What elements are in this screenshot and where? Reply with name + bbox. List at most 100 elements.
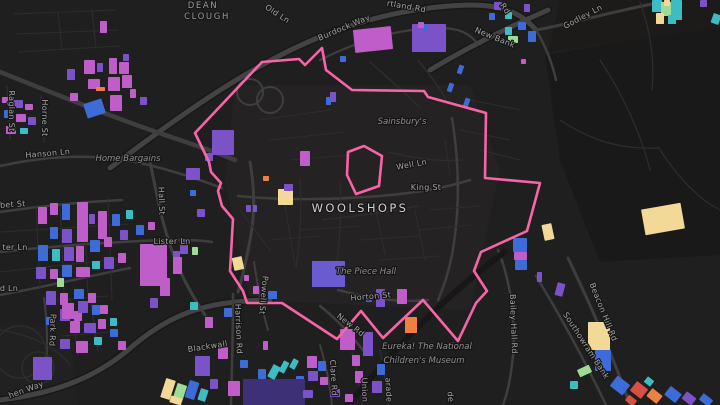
building-footprint xyxy=(377,364,385,375)
building-footprint xyxy=(258,369,266,379)
building-footprint xyxy=(173,257,182,274)
road-line xyxy=(284,204,296,266)
building-footprint xyxy=(76,341,88,353)
road-line xyxy=(259,109,331,121)
building-footprint xyxy=(352,355,360,366)
building-footprint xyxy=(244,275,249,281)
building-footprint xyxy=(62,204,70,220)
building-footprint xyxy=(4,110,12,118)
building-footprint xyxy=(74,289,84,299)
railway-line xyxy=(345,249,508,405)
building-footprint xyxy=(528,31,536,42)
building-footprint xyxy=(126,210,133,219)
building-footprint xyxy=(610,375,630,396)
building-footprint xyxy=(195,356,210,376)
building-footprint xyxy=(192,247,198,255)
building-footprint xyxy=(340,56,346,62)
building-footprint xyxy=(118,253,126,263)
building-footprint xyxy=(664,0,670,6)
area-label: WOOLSHOPS xyxy=(312,201,409,215)
building-footprint xyxy=(646,388,663,404)
building-footprint xyxy=(104,257,114,269)
building-footprint xyxy=(96,87,105,91)
poi-label: The Piece Hall xyxy=(336,267,397,277)
building-footprint xyxy=(405,317,417,333)
building-footprint xyxy=(6,126,16,134)
building-footprint xyxy=(308,371,318,381)
road-line xyxy=(321,205,419,221)
building-footprint xyxy=(25,104,33,110)
building-footprint xyxy=(320,377,328,385)
building-footprint xyxy=(100,305,108,314)
building-footprint xyxy=(88,293,96,303)
building-footprint xyxy=(303,390,313,398)
building-footprint xyxy=(2,97,10,103)
building-footprint xyxy=(89,214,95,224)
street-label: Park Rd xyxy=(47,314,57,347)
building-footprint xyxy=(110,318,117,326)
building-footprint xyxy=(418,22,424,28)
building-footprint xyxy=(462,97,471,109)
road-line xyxy=(374,204,386,256)
road-line xyxy=(236,160,256,294)
building-footprint xyxy=(92,261,100,269)
building-footprint xyxy=(52,249,60,261)
street-label: Horne St xyxy=(40,99,49,136)
road-line xyxy=(496,248,516,405)
road-line xyxy=(148,160,207,317)
building-footprint xyxy=(664,386,682,403)
building-footprint xyxy=(169,395,183,405)
building-footprint xyxy=(38,245,48,261)
road-line xyxy=(269,235,321,241)
building-footprint xyxy=(119,62,129,74)
building-footprint xyxy=(489,13,495,20)
road-line xyxy=(414,209,426,261)
building-footprint xyxy=(77,202,88,242)
building-footprint xyxy=(588,322,610,350)
building-footprint xyxy=(62,303,74,319)
road-line xyxy=(239,209,271,251)
building-footprint xyxy=(524,4,530,12)
building-footprint xyxy=(326,97,331,105)
boundary-hole-polygon[interactable] xyxy=(345,144,384,196)
road-line xyxy=(379,255,441,261)
road-circle xyxy=(256,86,284,114)
building-footprint xyxy=(109,58,117,74)
building-footprint xyxy=(446,82,455,93)
building-footprint xyxy=(263,176,269,181)
building-footprint xyxy=(190,190,196,196)
road-line xyxy=(91,9,97,49)
building-footprint xyxy=(184,380,200,400)
building-footprint xyxy=(456,64,465,75)
building-footprint xyxy=(363,332,373,356)
building-footprint xyxy=(97,63,103,72)
street-label: d Ln xyxy=(0,284,18,293)
building-footprint xyxy=(340,329,355,350)
building-footprint xyxy=(253,286,259,294)
building-footprint xyxy=(345,394,353,402)
building-footprint xyxy=(46,317,54,325)
building-footprint xyxy=(70,93,78,101)
road-line xyxy=(444,139,451,176)
building-footprint xyxy=(140,244,167,286)
building-footprint xyxy=(84,60,95,74)
building-footprint xyxy=(668,15,676,24)
building-footprint xyxy=(515,260,527,270)
road-line xyxy=(369,61,421,109)
building-footprint xyxy=(180,239,188,254)
poi-label: Home Bargains xyxy=(95,154,161,164)
boundary-polygon[interactable] xyxy=(193,46,542,343)
building-footprint xyxy=(397,289,407,304)
building-footprint xyxy=(212,130,234,155)
building-footprint xyxy=(284,184,293,191)
building-footprint xyxy=(92,305,100,315)
building-footprint xyxy=(505,27,512,35)
building-footprint xyxy=(88,79,100,89)
building-footprint xyxy=(123,54,129,61)
street-label: Old Ln xyxy=(263,3,291,26)
building-footprint xyxy=(318,361,326,371)
building-footprint xyxy=(190,302,198,310)
building-footprint xyxy=(570,381,578,389)
